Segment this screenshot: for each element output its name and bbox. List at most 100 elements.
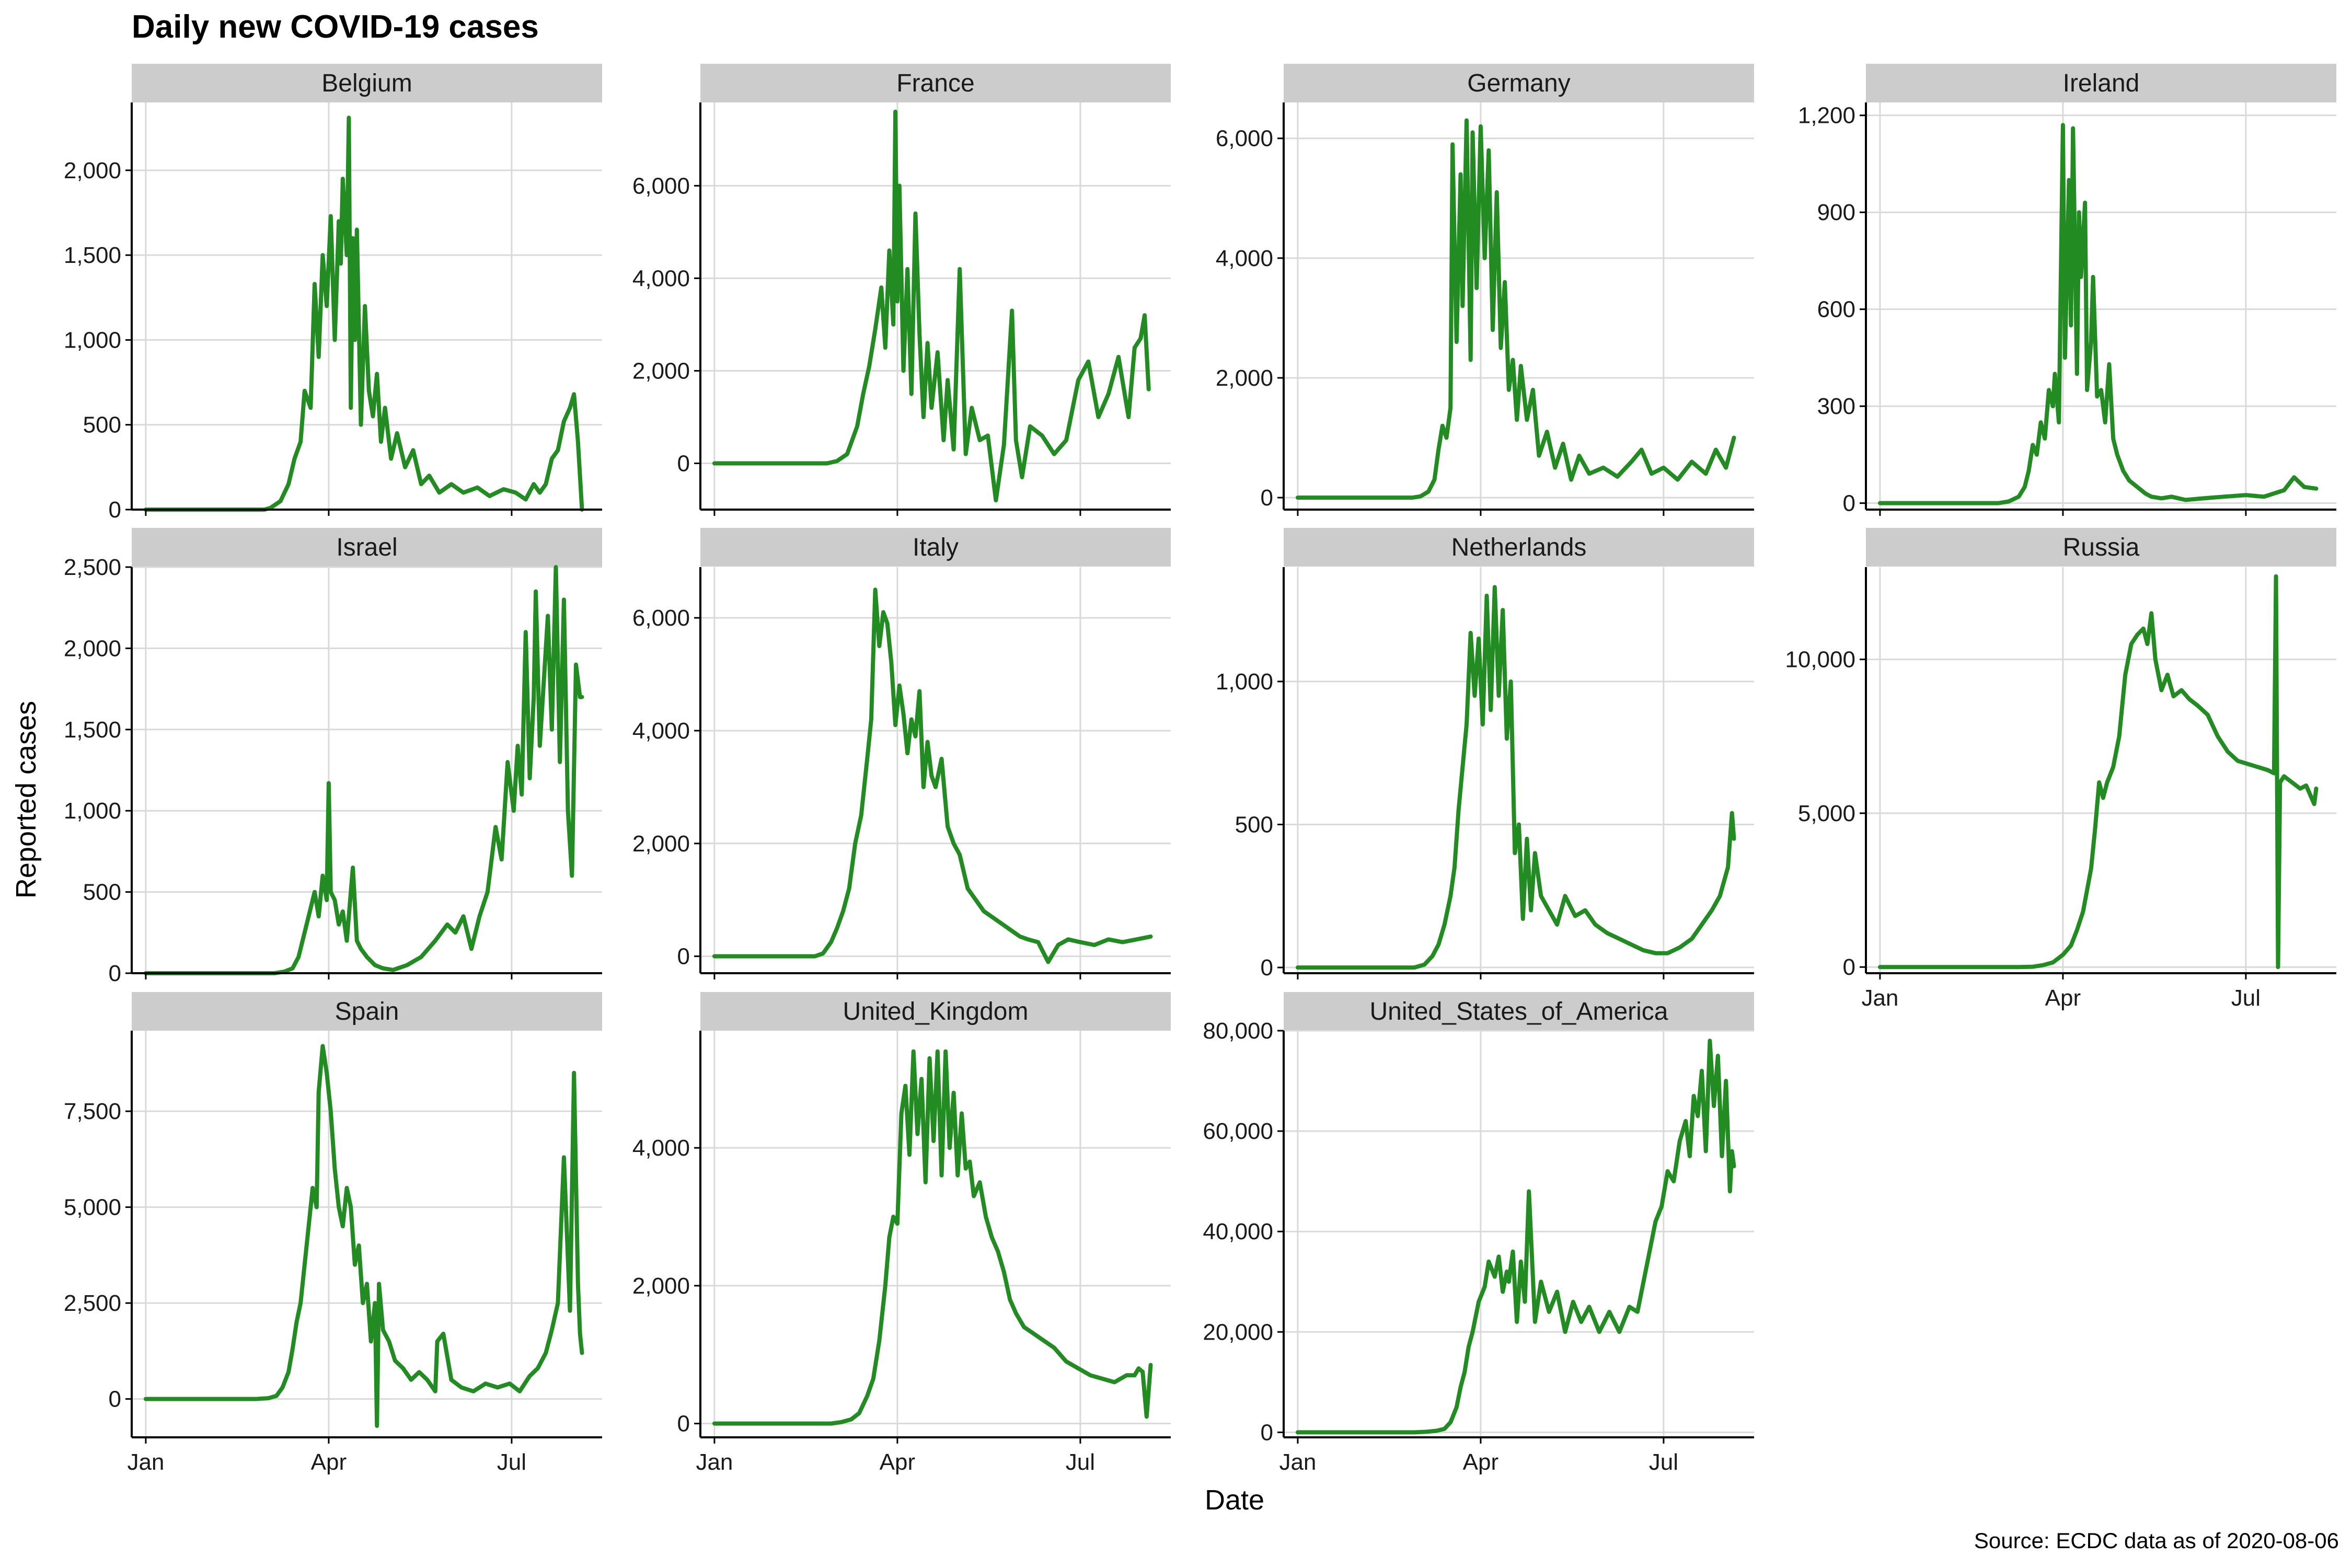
y-tick-label: 0 (1261, 485, 1273, 511)
y-tick-label: 500 (83, 412, 121, 438)
facet-panels: Belgium 0 500 1,000 1,500 2,000 France 0 2,000 4,… (64, 64, 2336, 1475)
facet-panel-Netherlands: Netherlands 0 500 1,000 (1216, 528, 1754, 981)
facet-strip-label: Israel (336, 534, 397, 561)
series-line-Israel (143, 565, 584, 975)
facet-panel-United_Kingdom: United_Kingdom 0 2,000 4,000 Jan Apr Jul (632, 992, 1171, 1475)
y-tick-label: 900 (1817, 200, 1855, 225)
x-tick-label: Jan (696, 1449, 733, 1475)
facet-strip-label: United_Kingdom (843, 998, 1029, 1025)
series-line-United_Kingdom (712, 1049, 1153, 1426)
y-tick-label: 7,500 (64, 1099, 121, 1124)
facet-panel-Spain: Spain 0 2,500 5,000 7,500 Jan Apr Jul (64, 992, 602, 1475)
y-tick-label: 1,500 (64, 717, 121, 743)
facet-strip-label: Italy (913, 534, 959, 561)
y-tick-label: 1,500 (64, 243, 121, 268)
facet-strip-label: Russia (2063, 534, 2140, 561)
y-tick-label: 0 (677, 944, 690, 970)
facet-strip-label: Netherlands (1451, 534, 1587, 561)
x-tick-label: Jan (127, 1449, 164, 1475)
y-tick-label: 4,000 (632, 266, 690, 291)
facet-strip (700, 528, 1171, 567)
y-tick-label: 1,000 (64, 327, 121, 353)
x-tick-label: Jul (2231, 985, 2261, 1011)
y-tick-label: 4,000 (632, 1135, 690, 1161)
facet-panel-United_States_of_America: United_States_of_America 0 20,000 40,000 60,… (1203, 992, 1754, 1475)
facet-strip (1284, 64, 1754, 102)
series-line-Belgium (143, 116, 584, 512)
y-tick-label: 0 (677, 1411, 690, 1437)
facet-panel-Israel: Israel 0 500 1,000 1,500 2,000 2,500 (64, 528, 602, 986)
series-line-Ireland (1877, 123, 2319, 505)
y-tick-label: 0 (109, 961, 121, 986)
x-axis-title: Date (1205, 1484, 1264, 1516)
y-tick-label: 10,000 (1785, 647, 1855, 673)
y-tick-label: 40,000 (1203, 1219, 1273, 1244)
facet-strip (1284, 992, 1754, 1031)
y-tick-label: 0 (677, 451, 690, 476)
series-line-France (712, 109, 1151, 503)
x-tick-label: Jan (1279, 1449, 1316, 1475)
facet-strip (132, 528, 602, 567)
facet-strip-label: Ireland (2063, 70, 2140, 97)
y-tick-label: 500 (1235, 812, 1273, 837)
x-tick-label: Apr (311, 1449, 347, 1475)
y-tick-label: 2,000 (632, 1273, 690, 1299)
y-tick-label: 60,000 (1203, 1119, 1273, 1144)
facet-panel-Belgium: Belgium 0 500 1,000 1,500 2,000 (64, 64, 602, 523)
y-tick-label: 2,000 (632, 831, 690, 857)
series-line-Spain (143, 1044, 584, 1428)
chart-caption: Source: ECDC data as of 2020-08-06 (1974, 1528, 2339, 1553)
series-line-United_States_of_America (1295, 1039, 1736, 1435)
facet-strip (1866, 64, 2336, 102)
facet-panel-France: France 0 2,000 4,000 6,000 (632, 64, 1171, 516)
chart-title: Daily new COVID-19 cases (132, 9, 539, 45)
y-tick-label: 0 (1843, 491, 1855, 516)
facet-panel-Italy: Italy 0 2,000 4,000 6,000 (632, 528, 1171, 979)
x-tick-label: Jul (497, 1449, 526, 1475)
facet-strip-label: United_States_of_America (1370, 998, 1668, 1025)
y-tick-label: 500 (83, 880, 121, 905)
series-line-Germany (1295, 118, 1736, 500)
facet-strip (700, 64, 1171, 102)
y-tick-label: 2,500 (64, 555, 121, 580)
y-tick-label: 0 (1843, 954, 1855, 980)
x-tick-label: Apr (880, 1449, 915, 1475)
facet-strip-label: France (896, 70, 974, 97)
y-tick-label: 1,000 (64, 798, 121, 824)
y-tick-label: 300 (1817, 394, 1855, 419)
x-tick-label: Jul (1066, 1449, 1095, 1475)
y-tick-label: 2,000 (632, 358, 690, 384)
facet-strip-label: Spain (335, 998, 399, 1025)
facet-panel-Ireland: Ireland 0 300 600 900 1,200 (1798, 64, 2336, 516)
y-tick-label: 0 (109, 1387, 121, 1412)
y-tick-label: 5,000 (64, 1195, 121, 1220)
y-tick-label: 4,000 (632, 718, 690, 744)
facet-panel-Germany: Germany 0 2,000 4,000 6,000 (1216, 64, 1754, 516)
series-line-Italy (712, 587, 1153, 964)
y-tick-label: 6,000 (632, 605, 690, 631)
y-tick-label: 2,000 (64, 636, 121, 661)
y-tick-label: 4,000 (1216, 246, 1273, 271)
facet-strip (1866, 528, 2336, 567)
y-tick-label: 1,200 (1798, 103, 1855, 129)
x-tick-label: Jan (1861, 985, 1898, 1011)
y-axis-title: Reported cases (10, 701, 42, 898)
y-tick-label: 20,000 (1203, 1319, 1273, 1345)
x-tick-label: Apr (2045, 985, 2081, 1011)
facet-strip (1284, 528, 1754, 567)
facet-panel-Russia: Russia 0 5,000 10,000 Jan Apr Jul (1785, 528, 2336, 1011)
y-tick-label: 2,000 (64, 158, 121, 183)
facet-strip-label: Belgium (321, 70, 412, 97)
y-tick-label: 0 (1261, 1420, 1273, 1445)
y-tick-label: 6,000 (1216, 126, 1273, 152)
x-tick-label: Apr (1463, 1449, 1498, 1475)
facet-strip-label: Germany (1467, 70, 1570, 97)
series-line-Netherlands (1295, 585, 1736, 970)
y-tick-label: 2,500 (64, 1290, 121, 1316)
y-tick-label: 0 (109, 497, 121, 523)
facet-strip (700, 992, 1171, 1031)
y-tick-label: 80,000 (1203, 1018, 1273, 1044)
y-tick-label: 1,000 (1216, 669, 1273, 695)
series-line-Russia (1877, 574, 2319, 970)
